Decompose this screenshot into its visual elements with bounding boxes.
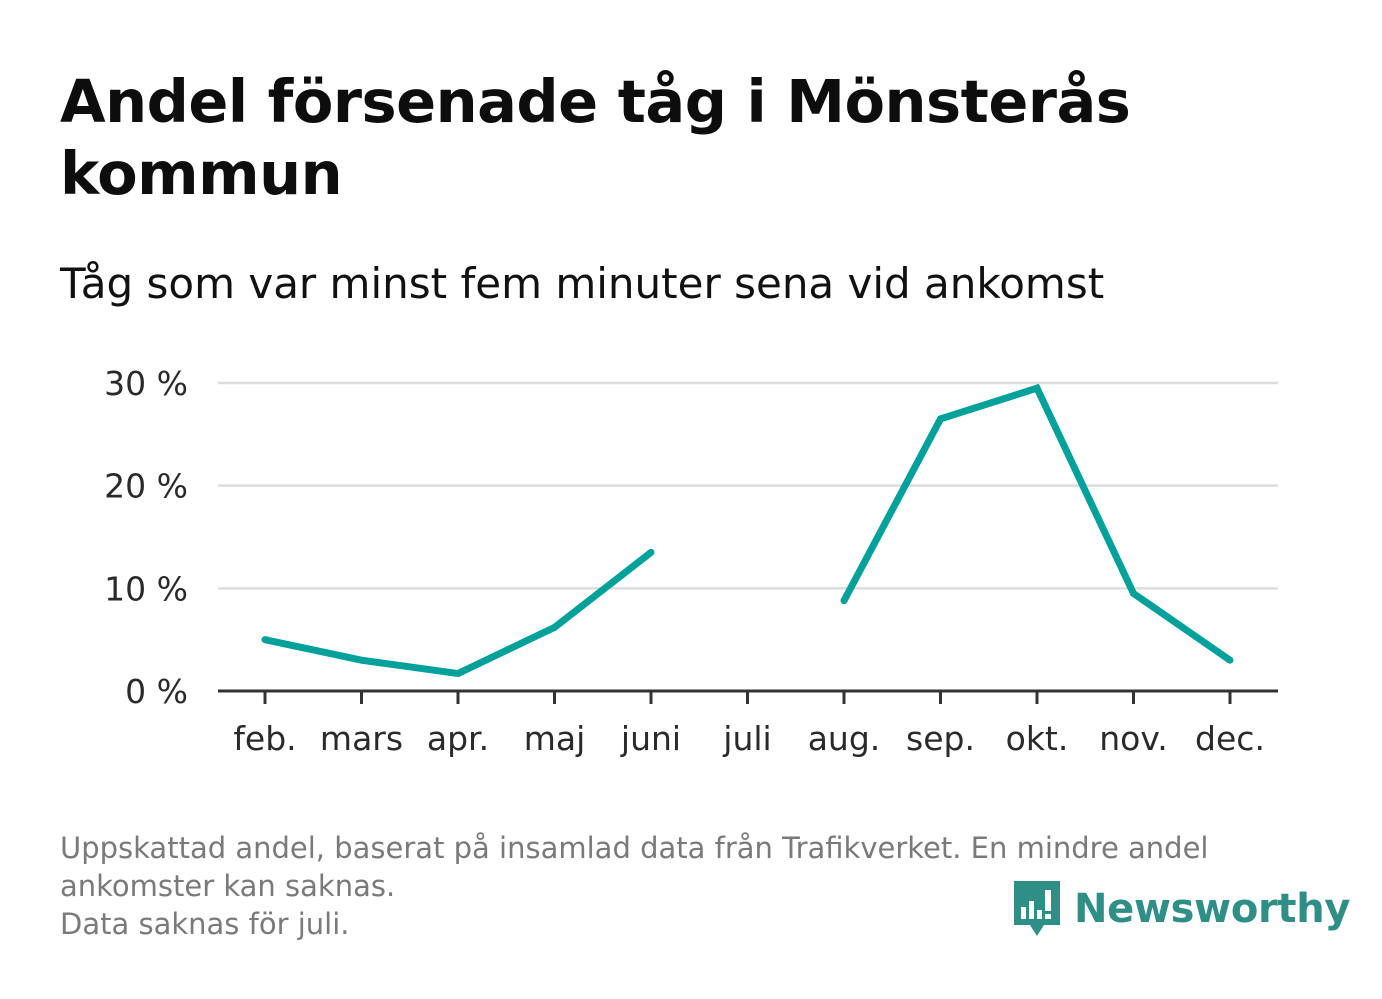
x-tick-label: aug. xyxy=(808,719,881,758)
data-point xyxy=(261,636,269,644)
footnote-line: Uppskattad andel, baserat på insamlad da… xyxy=(60,831,1209,865)
data-point xyxy=(840,597,848,605)
data-point xyxy=(647,548,655,556)
x-tick-label: maj xyxy=(524,719,586,758)
x-tick-label: feb. xyxy=(233,719,296,758)
footnote-line: Data saknas för juli. xyxy=(60,907,350,941)
x-tick-label: okt. xyxy=(1006,719,1069,758)
data-point xyxy=(1130,589,1137,597)
newsworthy-logo: Newsworthy xyxy=(1010,878,1351,940)
data-point xyxy=(551,623,558,631)
data-point xyxy=(1033,384,1041,392)
x-tick-label: sep. xyxy=(906,719,975,758)
x-tick-label: nov. xyxy=(1099,719,1168,758)
x-tick-label: dec. xyxy=(1195,719,1265,758)
y-tick-label: 30 % xyxy=(104,364,188,403)
chart-title: Andel försenade tåg i Mönsterås kommun xyxy=(60,67,1131,208)
gridlines xyxy=(218,381,1278,590)
y-tick-label: 20 % xyxy=(104,467,188,506)
data-series xyxy=(261,383,1234,678)
x-tick-label: mars xyxy=(320,719,403,758)
y-tick-label: 10 % xyxy=(104,569,188,608)
data-point xyxy=(358,656,365,664)
series-line xyxy=(264,549,654,678)
series-line xyxy=(840,383,1232,664)
x-axis: feb. mars apr. maj juni juli aug. sep. okt. nov. d… xyxy=(218,689,1278,758)
x-tick-label: apr. xyxy=(427,719,489,758)
x-tick-label: juli xyxy=(722,719,771,758)
y-tick-label: 0 % xyxy=(125,672,188,711)
logo-text: Newsworthy xyxy=(1074,886,1351,932)
y-axis-labels: 0 % 10 % 20 % 30 % xyxy=(104,364,188,711)
chart-subtitle: Tåg som var minst fem minuter sena vid a… xyxy=(60,259,1105,308)
footnote: Uppskattad andel, baserat på insamlad da… xyxy=(60,829,1320,943)
data-point xyxy=(454,670,462,678)
data-point xyxy=(1226,656,1234,664)
data-point xyxy=(937,415,944,423)
bar-chart-speech-bubble-icon xyxy=(1014,881,1060,936)
x-tick-label: juni xyxy=(620,719,681,758)
footnote-line: ankomster kan saknas. xyxy=(60,869,396,903)
